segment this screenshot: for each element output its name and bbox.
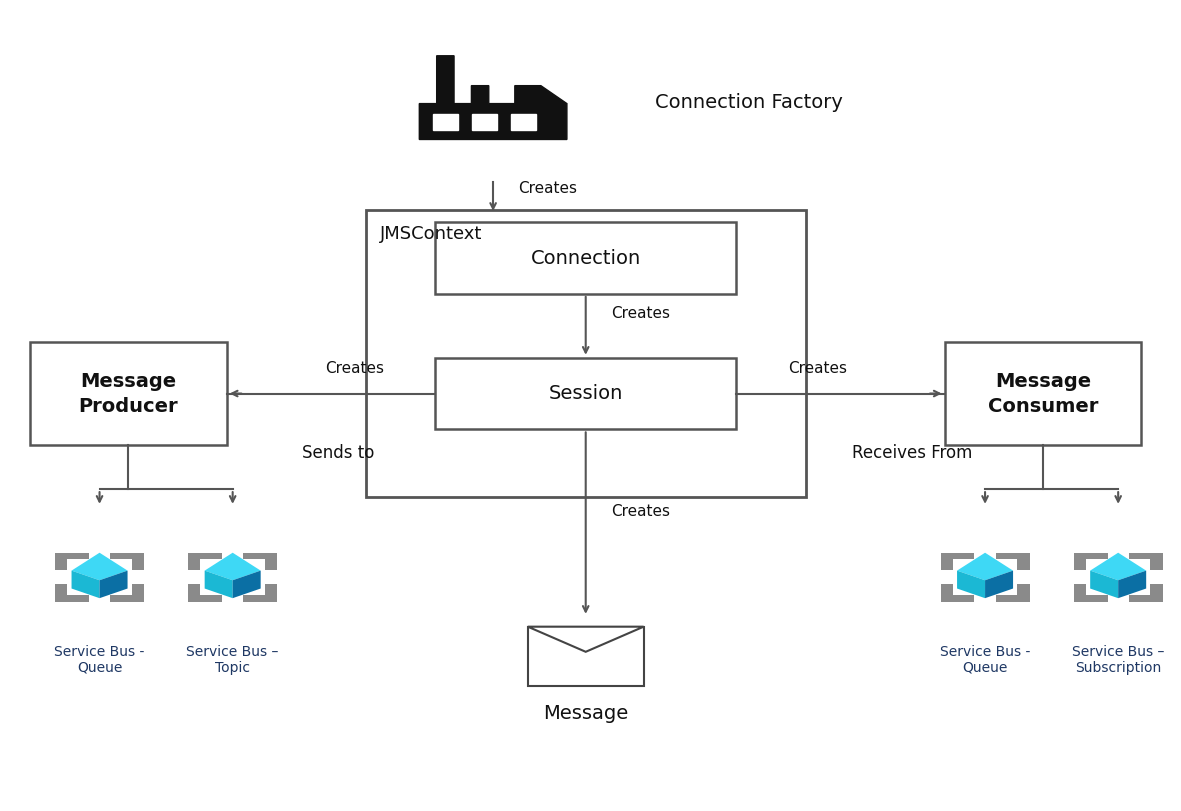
Text: Service Bus -
Queue: Service Bus - Queue [940,645,1030,675]
Bar [366,210,805,497]
Bar [1017,585,1030,595]
Bar [436,222,736,294]
Bar [1017,560,1030,570]
Bar [996,552,1030,560]
Bar [30,341,227,445]
Bar [1074,595,1108,603]
Text: Creates: Creates [518,181,578,195]
Polygon shape [419,56,567,139]
Bar [132,560,144,570]
Polygon shape [72,571,99,599]
Polygon shape [233,571,261,599]
Text: Service Bus –
Subscription: Service Bus – Subscription [1072,645,1164,675]
Bar [940,552,974,560]
Polygon shape [72,553,128,580]
Text: Creates: Creates [612,307,670,321]
Bar [1129,552,1162,560]
Polygon shape [204,571,233,599]
Bar [188,560,201,570]
Bar [940,595,974,603]
Bar [436,358,736,429]
Bar [433,114,457,131]
Text: Creates: Creates [788,361,847,376]
Bar [996,595,1030,603]
Polygon shape [99,571,128,599]
Text: Session: Session [548,384,622,403]
Polygon shape [957,571,985,599]
Bar [56,595,89,603]
Bar [56,585,67,595]
Bar [188,552,222,560]
Text: Message
Producer: Message Producer [79,371,178,415]
Polygon shape [528,627,644,652]
Polygon shape [985,571,1013,599]
Polygon shape [1090,553,1147,580]
Text: Service Bus –
Topic: Service Bus – Topic [187,645,279,675]
Bar [188,585,201,595]
Bar [110,595,144,603]
Text: Service Bus -
Queue: Service Bus - Queue [54,645,145,675]
Bar [243,552,278,560]
Bar [1150,560,1162,570]
Text: Message
Consumer: Message Consumer [987,371,1098,415]
Bar [1074,552,1108,560]
Bar [1150,585,1162,595]
Bar [1129,595,1162,603]
Bar [1074,585,1087,595]
Bar [940,585,953,595]
Polygon shape [204,553,261,580]
Bar [132,585,144,595]
Bar [472,114,496,131]
Polygon shape [1118,571,1147,599]
Text: Connection Factory: Connection Factory [655,93,843,112]
Bar [265,585,278,595]
Bar [265,560,278,570]
Polygon shape [957,553,1013,580]
Text: Message: Message [543,705,628,723]
Bar [188,595,222,603]
Text: Receives From: Receives From [852,444,972,462]
Text: Creates: Creates [325,361,384,376]
Text: Sends to: Sends to [302,444,374,462]
Text: Creates: Creates [612,504,670,518]
Bar [940,560,953,570]
Polygon shape [1090,571,1118,599]
Bar [1074,560,1087,570]
Bar [243,595,278,603]
Bar [945,341,1141,445]
Text: JMSContext: JMSContext [379,225,482,242]
Text: Connection: Connection [530,248,641,268]
Bar [528,627,644,686]
Bar [56,560,67,570]
Bar [511,114,536,131]
Bar [56,552,89,560]
Bar [110,552,144,560]
